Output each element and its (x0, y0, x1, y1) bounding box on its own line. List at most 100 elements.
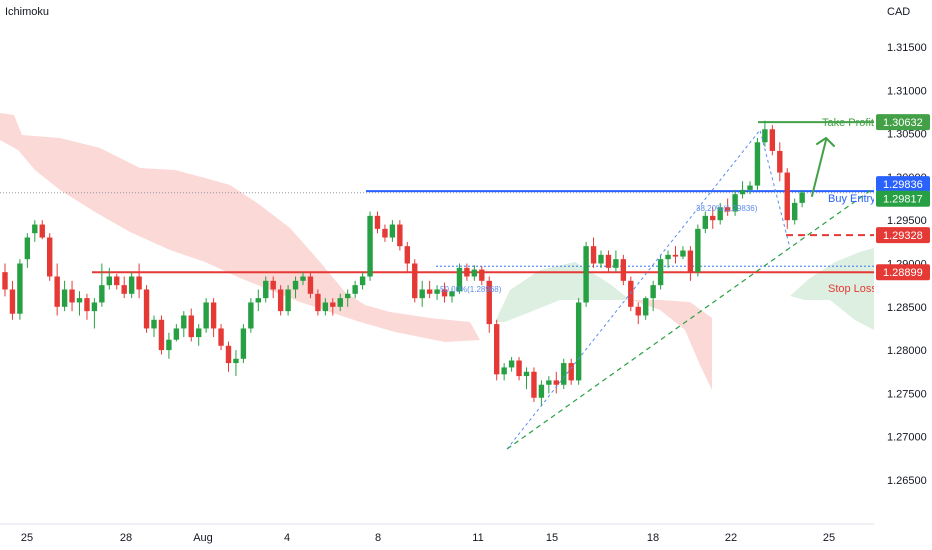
x-tick-label: 25 (823, 532, 835, 544)
candle (449, 287, 455, 303)
candle (99, 263, 105, 307)
fib-50-label: 50.00%(1.28968) (440, 285, 502, 294)
candle (69, 280, 75, 312)
candle-body (54, 276, 60, 307)
candle-body (210, 302, 217, 329)
candle (546, 376, 552, 394)
candle-body (635, 306, 641, 316)
candle (210, 298, 217, 338)
candle (754, 137, 761, 190)
candle-body (486, 280, 492, 325)
candle-body (203, 302, 209, 329)
candle-body (389, 224, 396, 238)
candle (203, 298, 209, 333)
candle (486, 276, 492, 333)
candle (136, 263, 142, 299)
candle-body (91, 302, 98, 312)
candle-body (277, 289, 284, 312)
candle (300, 272, 306, 286)
candle-body (777, 150, 783, 173)
candle-body (531, 371, 537, 398)
candle-body (9, 289, 16, 314)
candle-body (382, 228, 388, 238)
candle (568, 358, 574, 385)
candle-body (166, 339, 172, 351)
x-tick-label: 8 (375, 532, 381, 544)
candle (114, 273, 120, 290)
price-tags: 1.30632 1.29836 1.29817 1.29328 1.28899 (876, 114, 930, 281)
candle-body (240, 328, 247, 359)
candle-body (76, 298, 83, 303)
cloud-bearish-2 (632, 300, 712, 390)
candle (464, 263, 470, 281)
candle (426, 280, 433, 299)
price-tag-text: 1.29328 (883, 230, 923, 242)
candle-body (397, 224, 403, 247)
y-tick-label: 1.26500 (887, 475, 927, 487)
price-tag-text: 1.28899 (883, 267, 923, 279)
price-tag-text: 1.29817 (883, 194, 923, 206)
candle-body (598, 254, 604, 264)
price-tag-text: 1.30632 (883, 117, 923, 129)
candle (695, 224, 701, 277)
x-tick-label: 22 (725, 532, 737, 544)
tag-take-profit: 1.30632 (876, 114, 930, 131)
candle-body (561, 363, 567, 385)
fib-zigzag (506, 128, 791, 450)
candle-body (248, 302, 254, 329)
candle (233, 350, 239, 377)
candle (628, 276, 634, 312)
candle (374, 211, 381, 234)
tag-buy-entry: 1.29836 (876, 176, 930, 193)
candle-body (337, 298, 343, 307)
candle-body (158, 319, 165, 351)
candle (345, 289, 351, 307)
candle (106, 267, 112, 290)
candle (613, 250, 619, 273)
candle (315, 289, 321, 316)
candle-body (724, 207, 731, 212)
candle (91, 298, 98, 329)
candle (561, 358, 567, 390)
candle-body (255, 298, 261, 303)
candle-body (710, 215, 716, 221)
candle (605, 250, 612, 273)
candle-body (121, 285, 127, 294)
candle-body (784, 172, 790, 221)
candle (240, 324, 247, 364)
candle-body (173, 328, 180, 340)
candle-body (494, 324, 500, 375)
candle-body (613, 259, 619, 268)
candle-body (665, 254, 671, 260)
candle-body (61, 289, 68, 307)
candle-body (687, 250, 694, 273)
candle-body (292, 280, 299, 290)
candle-body (24, 237, 31, 260)
candle-body (412, 263, 418, 299)
candle-body (426, 289, 433, 294)
candle-body (575, 302, 582, 381)
y-tick-label: 1.30500 (887, 129, 927, 141)
candle-body (307, 276, 314, 294)
candle (665, 250, 671, 268)
candle (479, 266, 485, 286)
fib-38-label: 38.20%(1.29836) (696, 204, 758, 213)
candle (84, 293, 90, 320)
annotations: Take Profit Buy Entry Stop Loss 50.00%(1.28… (440, 117, 877, 450)
candle-body (449, 291, 455, 297)
candle-body (188, 315, 194, 338)
candle (255, 289, 261, 312)
x-tick-label: 4 (284, 532, 290, 544)
y-tick-label: 1.27500 (887, 388, 927, 400)
y-tick-label: 1.29500 (887, 215, 927, 227)
candle-body (799, 192, 805, 203)
x-tick-label: 25 (21, 532, 33, 544)
candle-body (315, 293, 321, 312)
candle (128, 272, 135, 299)
candle (76, 291, 83, 316)
candle-body (17, 263, 23, 314)
candle (680, 246, 686, 260)
candle-body (225, 345, 232, 364)
candle-body (657, 259, 664, 286)
